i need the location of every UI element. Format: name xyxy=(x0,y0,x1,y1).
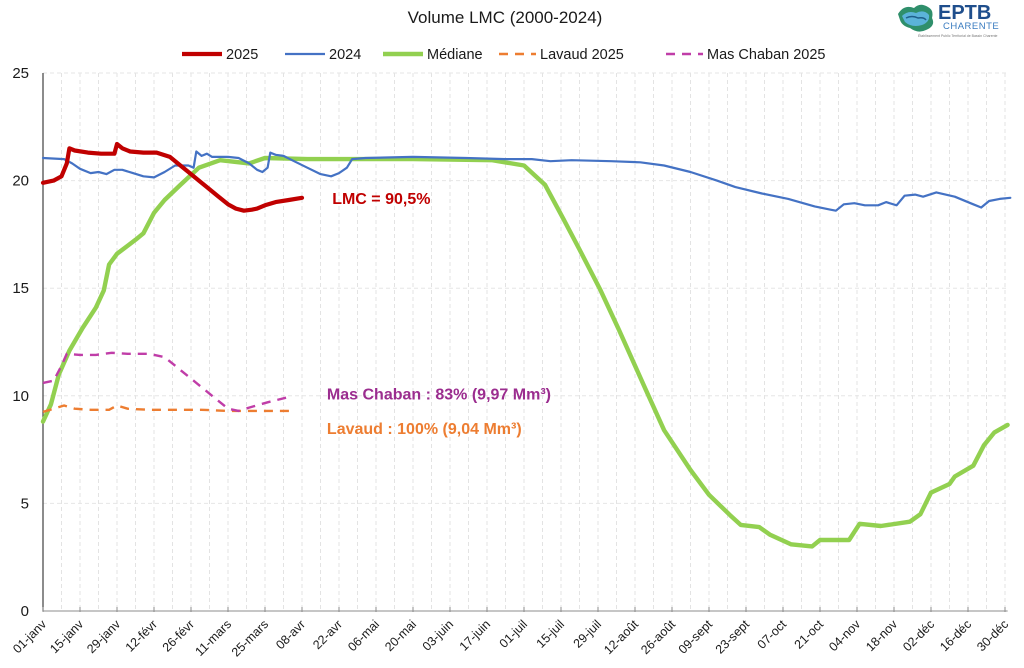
legend-label: Mas Chaban 2025 xyxy=(707,47,826,63)
series-line-2025 xyxy=(40,141,305,213)
x-tick-label: 25-mars xyxy=(229,617,271,659)
y-tick-label: 5 xyxy=(21,495,29,512)
x-tick-label: 16-déc xyxy=(937,617,974,654)
logo-subname: CHARENTE xyxy=(943,21,999,32)
series-line-lavaud-2025 xyxy=(42,404,292,414)
y-tick-label: 15 xyxy=(12,280,29,297)
x-tick-label: 09-sept xyxy=(676,617,716,657)
x-tick-label: 08-avr xyxy=(273,617,308,652)
x-tick-label: 18-nov xyxy=(863,617,900,654)
x-tick-label: 15-janv xyxy=(47,617,86,656)
x-tick-label: 21-oct xyxy=(792,617,827,652)
annotation-label: Mas Chaban : 83% (9,97 Mm³) xyxy=(327,387,551,404)
x-tick-label: 30-déc xyxy=(974,617,1011,654)
logo-map-icon: EPTB CHARENTE Établissement Public Terri… xyxy=(898,2,999,38)
x-tick-label: 06-mai xyxy=(345,617,382,654)
series-line-2024 xyxy=(41,150,1012,212)
x-tick-label: 23-sept xyxy=(713,617,753,657)
legend-label: Lavaud 2025 xyxy=(540,47,624,63)
grid xyxy=(43,72,1008,611)
series-lines xyxy=(40,141,1012,549)
legend: 2025 2024 Médiane Lavaud 2025 Mas Chaban 202… xyxy=(182,47,826,63)
eptb-charente-logo: EPTB CHARENTE Établissement Public Terri… xyxy=(896,0,1014,40)
x-tick-label: 15-juil xyxy=(534,617,567,650)
logo-tagline: Établissement Public Territorial de Bass… xyxy=(918,33,998,38)
series-line-mediane xyxy=(40,155,1010,549)
legend-label: Médiane xyxy=(427,47,483,63)
x-tick-label: 01-juil xyxy=(497,617,530,650)
annotation-label: LMC = 90,5% xyxy=(332,191,430,208)
x-tick-label: 02-déc xyxy=(900,617,937,654)
chart-title: Volume LMC (2000-2024) xyxy=(408,8,603,27)
logo-name: EPTB xyxy=(938,2,991,24)
y-tick-label: 10 xyxy=(12,388,29,405)
y-tick-labels: 0 5 10 15 20 25 xyxy=(12,65,29,620)
x-tick-label: 04-nov xyxy=(826,617,863,654)
x-tick-label: 26-août xyxy=(638,617,678,657)
x-tick-label: 20-mai xyxy=(382,617,419,654)
x-tick-label: 29-juil xyxy=(571,617,604,650)
x-tick-label: 11-mars xyxy=(192,617,234,659)
y-tick-label: 25 xyxy=(12,65,29,82)
series-line-mas-chaban-2025 xyxy=(42,351,292,413)
legend-label: 2025 xyxy=(226,47,258,63)
x-tick-label: 01-janv xyxy=(10,617,49,656)
axes xyxy=(42,73,1008,612)
annotations: LMC = 90,5% Mas Chaban : 83% (9,97 Mm³) La… xyxy=(327,191,551,438)
x-tick-label: 29-janv xyxy=(84,617,123,656)
legend-label: 2024 xyxy=(329,47,361,63)
x-tick-label: 22-avr xyxy=(310,617,345,652)
y-tick-label: 20 xyxy=(12,173,29,190)
x-tick-label: 17-juin xyxy=(457,617,493,653)
x-tick-label: 07-oct xyxy=(755,617,790,652)
x-tick-label: 03-juin xyxy=(420,617,456,653)
x-tick-label: 12-août xyxy=(601,617,641,657)
y-tick-label: 0 xyxy=(21,603,29,620)
x-tick-label: 12-févr xyxy=(123,617,160,654)
annotation-label: Lavaud : 100% (9,04 Mm³) xyxy=(327,421,522,438)
